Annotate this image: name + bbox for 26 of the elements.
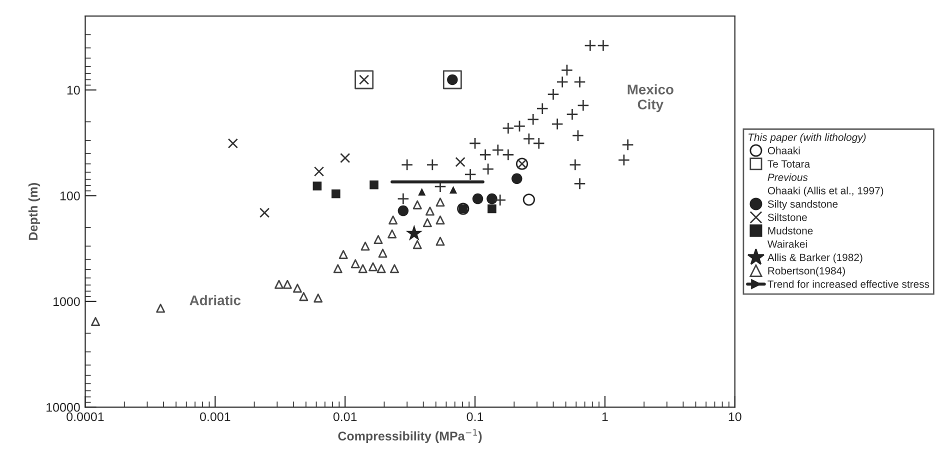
legend-title: This paper (with lithology) — [748, 133, 866, 143]
y-tick-label: 1000 — [54, 297, 80, 306]
legend-label: Trend for increased effective stress — [768, 280, 930, 288]
text: Previous — [768, 173, 808, 182]
legend-label: Mudstone — [768, 226, 813, 234]
x-tick-label: 0.1 — [466, 412, 484, 422]
text: Wairakei — [767, 240, 807, 248]
legend-label: Ohaaki — [768, 146, 800, 154]
legend-label: Silty sandstone — [768, 200, 838, 210]
legend-label: Robertson(1984) — [768, 266, 845, 277]
x-tick-label: 0.01 — [333, 412, 357, 422]
x-tick-label: 0.001 — [200, 412, 230, 422]
y-tick-label: 10000 — [46, 402, 80, 412]
y-tick-label: 100 — [60, 191, 80, 200]
legend-label: Allis & Barker (1982) — [767, 253, 862, 264]
legend-label: Te Totara — [768, 160, 810, 168]
y-axis-title: Depth (m) — [28, 183, 40, 240]
text: Ohaaki (Allis et al., 1997) — [768, 186, 884, 196]
annotation: Adriatic — [190, 295, 241, 306]
x-tick-label: 10 — [728, 412, 742, 422]
y-tick-label: 10 — [67, 86, 80, 95]
x-tick-label: 1 — [602, 412, 608, 422]
legend-label: Siltstone — [768, 213, 807, 222]
annotation: Mexico City — [628, 84, 674, 112]
x-axis-title: Compressibility (MPa$^{−1}$) — [338, 429, 482, 443]
x-tick-label: 0.0001 — [66, 412, 104, 422]
